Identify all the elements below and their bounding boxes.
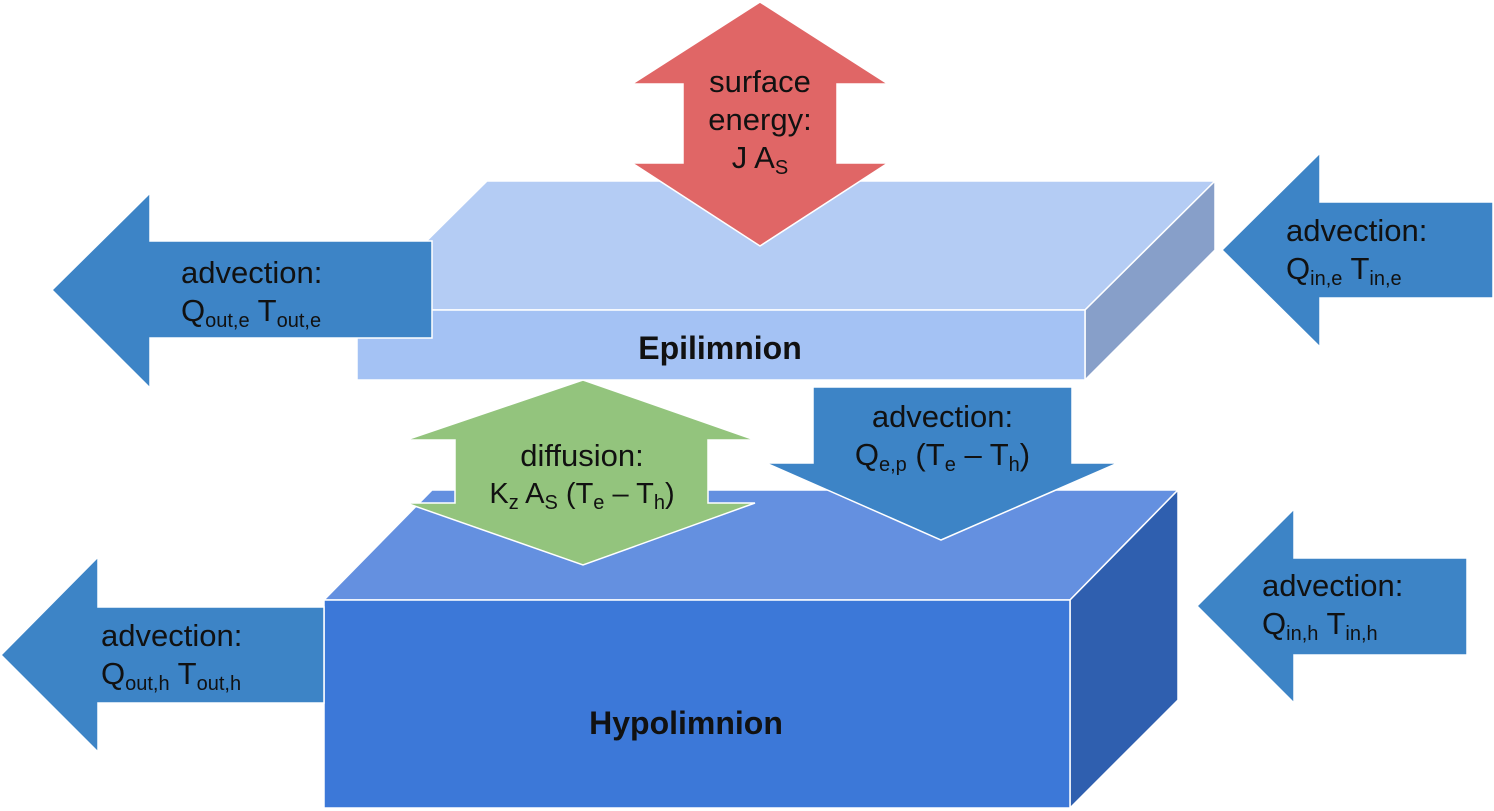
surface-energy-line2: energy: xyxy=(708,102,812,137)
advection-down-label: advection: Qe,p (Te – Th) xyxy=(813,398,1072,476)
surface-energy-label: surface energy: J AS xyxy=(660,63,860,179)
diffusion-title: diffusion: xyxy=(520,438,644,473)
advection-in-epilimnion-arrow xyxy=(1220,151,1494,349)
diffusion-formula: Kz AS (Te – Th) xyxy=(489,478,675,514)
advection-down-title: advection: xyxy=(871,399,1014,434)
advection-down-formula: Qe,p (Te – Th) xyxy=(854,437,1031,476)
advection-out-hypolimnion-label: advection: Qout,h Tout,h xyxy=(101,617,243,695)
advection-out-e-formula: Qout,e Tout,e xyxy=(181,293,322,332)
epilimnion-label: Epilimnion xyxy=(638,330,802,366)
advection-out-e-title: advection: xyxy=(181,255,323,290)
advection-out-h-formula: Qout,h Tout,h xyxy=(101,656,242,695)
diffusion-double-arrow xyxy=(405,379,756,566)
epilimnion-front-face xyxy=(356,309,1086,381)
advection-out-hypolimnion-arrow xyxy=(0,555,325,754)
surface-energy-double-arrow xyxy=(629,1,891,247)
surface-energy-line1: surface xyxy=(709,64,811,99)
epilimnion-box xyxy=(355,179,1217,382)
advection-out-epilimnion-label: advection: Qout,e Tout,e xyxy=(181,254,323,332)
surface-energy-formula: J AS xyxy=(731,140,789,179)
advection-out-epilimnion-arrow xyxy=(50,191,433,390)
advection-in-epilimnion-label: advection: Qin,e Tin,e xyxy=(1286,212,1428,290)
advection-in-h-title: advection: xyxy=(1262,568,1404,603)
hypolimnion-front-face xyxy=(323,599,1071,809)
advection-down-arrow xyxy=(765,386,1119,541)
advection-in-e-formula: Qin,e Tin,e xyxy=(1286,251,1402,290)
hypolimnion-label: Hypolimnion xyxy=(589,705,783,741)
advection-in-e-title: advection: xyxy=(1286,213,1428,248)
diffusion-label: diffusion: Kz AS (Te – Th) xyxy=(456,437,708,513)
advection-in-hypolimnion-label: advection: Qin,h Tin,h xyxy=(1262,567,1404,645)
hypolimnion-box xyxy=(322,488,1180,810)
advection-in-hypolimnion-arrow xyxy=(1195,507,1468,705)
advection-out-h-title: advection: xyxy=(101,618,243,653)
advection-in-h-formula: Qin,h Tin,h xyxy=(1262,606,1378,645)
